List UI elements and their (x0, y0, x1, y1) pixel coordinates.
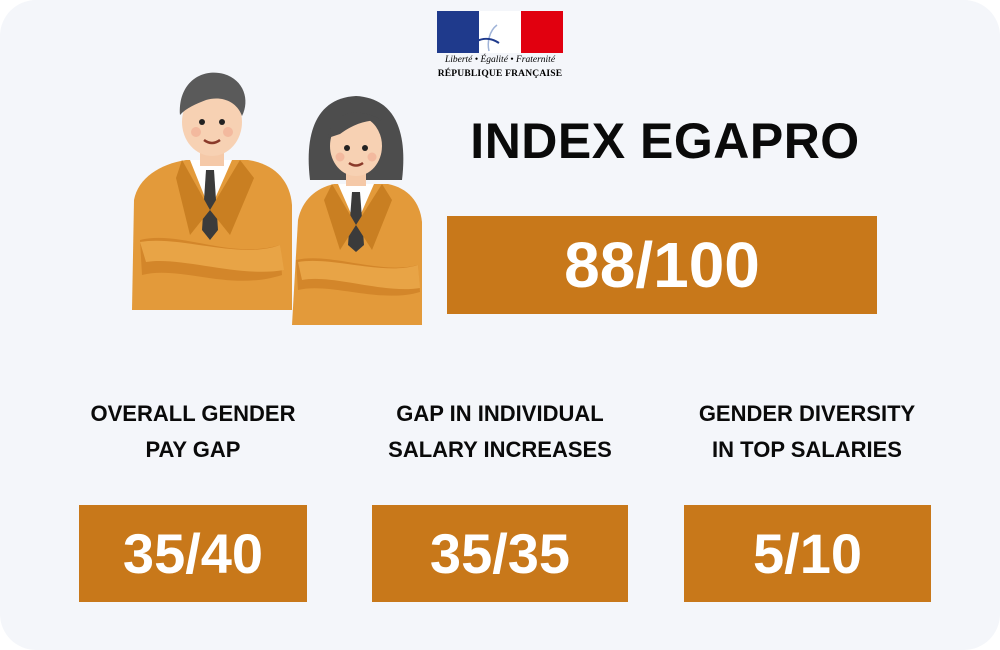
business-people-illustration (132, 72, 422, 325)
metric-label-salary-increases: GAP IN INDIVIDUAL SALARY INCREASES (388, 401, 612, 462)
republique-francaise-logo: Liberté • Égalité • Fraternité RÉPUBLIQU… (437, 11, 563, 91)
metric-score-salary-increases: 35/35 (372, 505, 628, 602)
metric-label-top-salaries: GENDER DIVERSITY IN TOP SALARIES (698, 401, 916, 462)
woman-figure (292, 96, 422, 325)
metric-score-pay-gap: 35/40 (79, 505, 307, 602)
metric-label-pay-gap: OVERALL GENDER PAY GAP (90, 401, 296, 462)
metric-score-top-salaries: 5/10 (684, 505, 931, 602)
man-figure (132, 72, 292, 310)
logo-name: RÉPUBLIQUE FRANÇAISE (437, 69, 563, 79)
page-title: INDEX EGAPRO (470, 113, 860, 169)
total-score-badge: 88/100 (447, 216, 877, 314)
logo-motto: Liberté • Égalité • Fraternité (444, 55, 556, 65)
french-flag-icon (437, 11, 563, 53)
